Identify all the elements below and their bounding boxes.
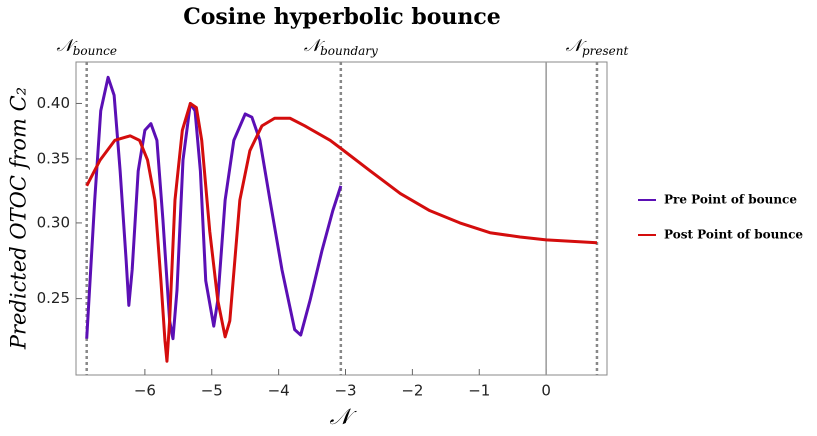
legend-label: Post Point of bounce <box>664 228 803 242</box>
annotation-subscript: bounce <box>73 44 117 58</box>
annotation-label: 𝒩present <box>566 36 629 58</box>
y-tick-label: 0.30 <box>37 213 70 231</box>
x-tick-label: −2 <box>401 382 423 400</box>
y-tick-label: 0.35 <box>37 149 70 167</box>
series-line <box>85 101 598 363</box>
legend-label: Pre Point of bounce <box>664 193 797 207</box>
x-tick-label: −5 <box>201 382 223 400</box>
annotation-subscript: present <box>582 44 629 58</box>
x-tick-label: −4 <box>268 382 290 400</box>
annotation-subscript: boundary <box>320 44 378 58</box>
x-tick-label: −3 <box>334 382 356 400</box>
y-tick-label: 0.25 <box>37 289 70 307</box>
y-axis-label: Predicted OTOC from C₂ <box>7 87 31 350</box>
y-tick-label: 0.40 <box>37 94 70 112</box>
x-tick-label: −6 <box>134 382 156 400</box>
chart-title: Cosine hyperbolic bounce <box>183 4 501 30</box>
x-tick-label: −1 <box>468 382 490 400</box>
x-tick-label: 0 <box>541 382 551 400</box>
